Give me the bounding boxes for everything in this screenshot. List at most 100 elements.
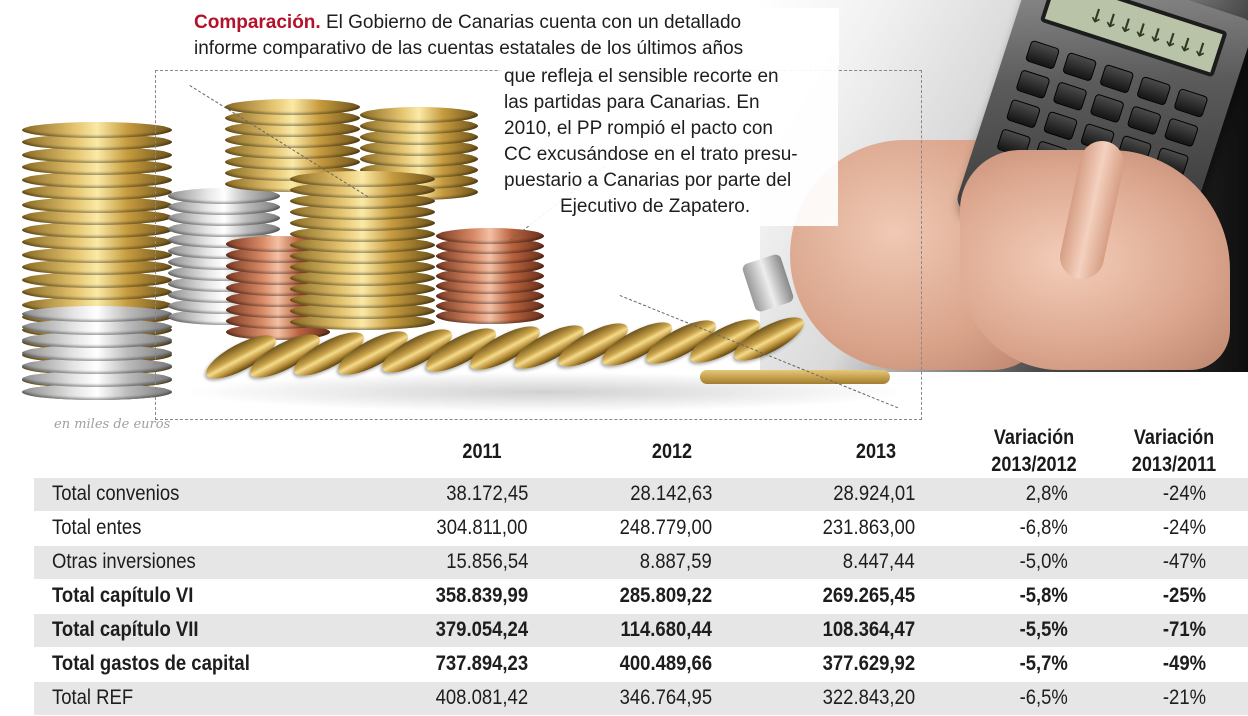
- header-2011: 2011: [462, 440, 502, 463]
- cell-v2012: 400.489,66: [619, 652, 712, 675]
- cell-v2011: 38.172,45: [445, 482, 528, 505]
- coin: [22, 319, 172, 335]
- coin-stack-gold-center: [290, 150, 435, 330]
- coin: [168, 188, 280, 204]
- coin: [290, 270, 435, 286]
- coin: [290, 248, 435, 264]
- coin: [22, 221, 172, 238]
- calculator-key: [1061, 51, 1098, 82]
- cell-v2013: 377.629,92: [822, 652, 915, 675]
- cell-var1: -5,5%: [1019, 618, 1068, 641]
- calculator-key: [1015, 69, 1051, 100]
- cell-var2: -21%: [1162, 686, 1206, 709]
- cell-v2013: 322.843,20: [822, 686, 915, 709]
- cell-v2011: 15.856,54: [445, 550, 528, 573]
- calculator-key: [1099, 63, 1135, 94]
- coin: [290, 259, 435, 275]
- cell-v2013: 28.924,01: [832, 482, 915, 505]
- units-note: en miles de euros: [54, 417, 171, 432]
- coin: [22, 209, 172, 225]
- cell-var2: -49%: [1162, 652, 1206, 675]
- coin: [22, 134, 172, 150]
- cell-v2012: 8.887,59: [640, 550, 712, 573]
- cell-label: Total REF: [52, 686, 134, 709]
- cell-label: Total entes: [52, 516, 142, 539]
- table-row: Total entes 304.811,00 248.779,00 231.863,0…: [34, 512, 1248, 545]
- cell-label: Total capítulo VI: [52, 584, 194, 607]
- coin-stack-tall: [22, 0, 172, 400]
- cell-v2012: 285.809,22: [619, 584, 712, 607]
- caption-line-8: Ejecutivo de Zapatero.: [560, 196, 751, 217]
- calculator-key: [1005, 98, 1042, 129]
- cell-var1: -5,0%: [1019, 550, 1068, 573]
- cell-var1: -6,8%: [1019, 516, 1068, 539]
- coin: [225, 99, 360, 115]
- coin: [436, 228, 544, 244]
- coin: [290, 182, 435, 198]
- header-2012: 2012: [651, 440, 693, 463]
- caption-line-7: puestario a Canarias por parte del: [504, 170, 792, 191]
- coin: [22, 196, 172, 213]
- calculator-key: [1042, 110, 1079, 141]
- coin: [22, 358, 172, 374]
- cell-v2011: 379.054,24: [435, 618, 528, 641]
- coin: [290, 237, 435, 253]
- table-body: Total convenios 38.172,45 28.142,63 28.924,…: [34, 478, 1248, 716]
- cell-var1: -5,7%: [1019, 652, 1068, 675]
- caption-line-1: El Gobierno de Canarias cuenta con un de…: [325, 12, 742, 33]
- coin: [22, 332, 172, 348]
- coin: [290, 215, 435, 231]
- table-row: Otras inversiones 15.856,54 8.887,59 8.447,…: [34, 546, 1248, 579]
- calculator-key: [1136, 75, 1172, 107]
- caption-lead: Comparación.: [194, 12, 321, 33]
- calculator-key: [1163, 117, 1200, 148]
- caption-line-5: 2010, el PP rompió el pacto con: [504, 118, 773, 139]
- cell-v2012: 346.764,95: [619, 686, 712, 709]
- table-row: Total REF 408.081,42 346.764,95 322.843,20 -…: [34, 682, 1248, 715]
- coin: [225, 143, 360, 159]
- coin: [22, 271, 172, 288]
- table-row: Total capítulo VII 379.054,24 114.680,44 10…: [34, 614, 1248, 647]
- budget-comparison-table: 2011 2012 2013 Variación 2013/2012 Varia…: [34, 420, 1248, 715]
- header-variation-2013-2012: Variación 2013/2012: [991, 426, 1077, 476]
- cell-var2: -47%: [1162, 550, 1206, 573]
- cell-v2012: 28.142,63: [629, 482, 712, 505]
- cell-v2013: 108.364,47: [822, 618, 915, 641]
- coin: [22, 384, 172, 400]
- cell-var1: 2,8%: [1025, 482, 1068, 505]
- cell-label: Total convenios: [52, 482, 180, 505]
- cell-label: Total gastos de capital: [52, 652, 250, 675]
- header-variation-2013-2011: Variación 2013/2011: [1131, 426, 1217, 476]
- fallen-coins: [700, 370, 890, 384]
- table-row: Total capítulo VI 358.839,99 285.809,22 269…: [34, 580, 1248, 613]
- coin: [22, 246, 172, 263]
- coin-stack-copper-right: [436, 214, 544, 324]
- coin: [290, 193, 435, 209]
- caption-line-3: que refleja el sensible recorte en: [504, 66, 779, 87]
- cell-v2013: 8.447,44: [843, 550, 915, 573]
- calculator-key: [1173, 87, 1209, 119]
- coin: [290, 314, 435, 330]
- calculator-key: [1052, 81, 1088, 112]
- table-row: Total convenios 38.172,45 28.142,63 28.924,…: [34, 478, 1248, 511]
- coin: [22, 159, 172, 175]
- coin: [22, 184, 172, 200]
- coin: [360, 107, 478, 123]
- illustration-coins-calculator: ↓↓↓↓↓↓↓↓ Comparación. El Gobierno de Can…: [22, 0, 1248, 420]
- cell-label: Total capítulo VII: [52, 618, 199, 641]
- calculator-key: [1126, 105, 1162, 136]
- cell-v2013: 231.863,00: [822, 516, 915, 539]
- coin: [225, 154, 360, 170]
- cell-v2011: 304.811,00: [436, 516, 528, 539]
- coin: [290, 204, 435, 220]
- coin: [290, 226, 435, 242]
- cell-var2: -24%: [1162, 516, 1206, 539]
- calculator-key: [1089, 93, 1125, 124]
- cell-var2: -25%: [1162, 584, 1206, 607]
- cell-var2: -24%: [1162, 482, 1206, 505]
- cell-v2013: 269.265,45: [822, 584, 915, 607]
- caption-text: Comparación. El Gobierno de Canarias cue…: [194, 8, 839, 226]
- coin: [225, 110, 360, 126]
- coin: [22, 284, 172, 300]
- coin: [22, 345, 172, 361]
